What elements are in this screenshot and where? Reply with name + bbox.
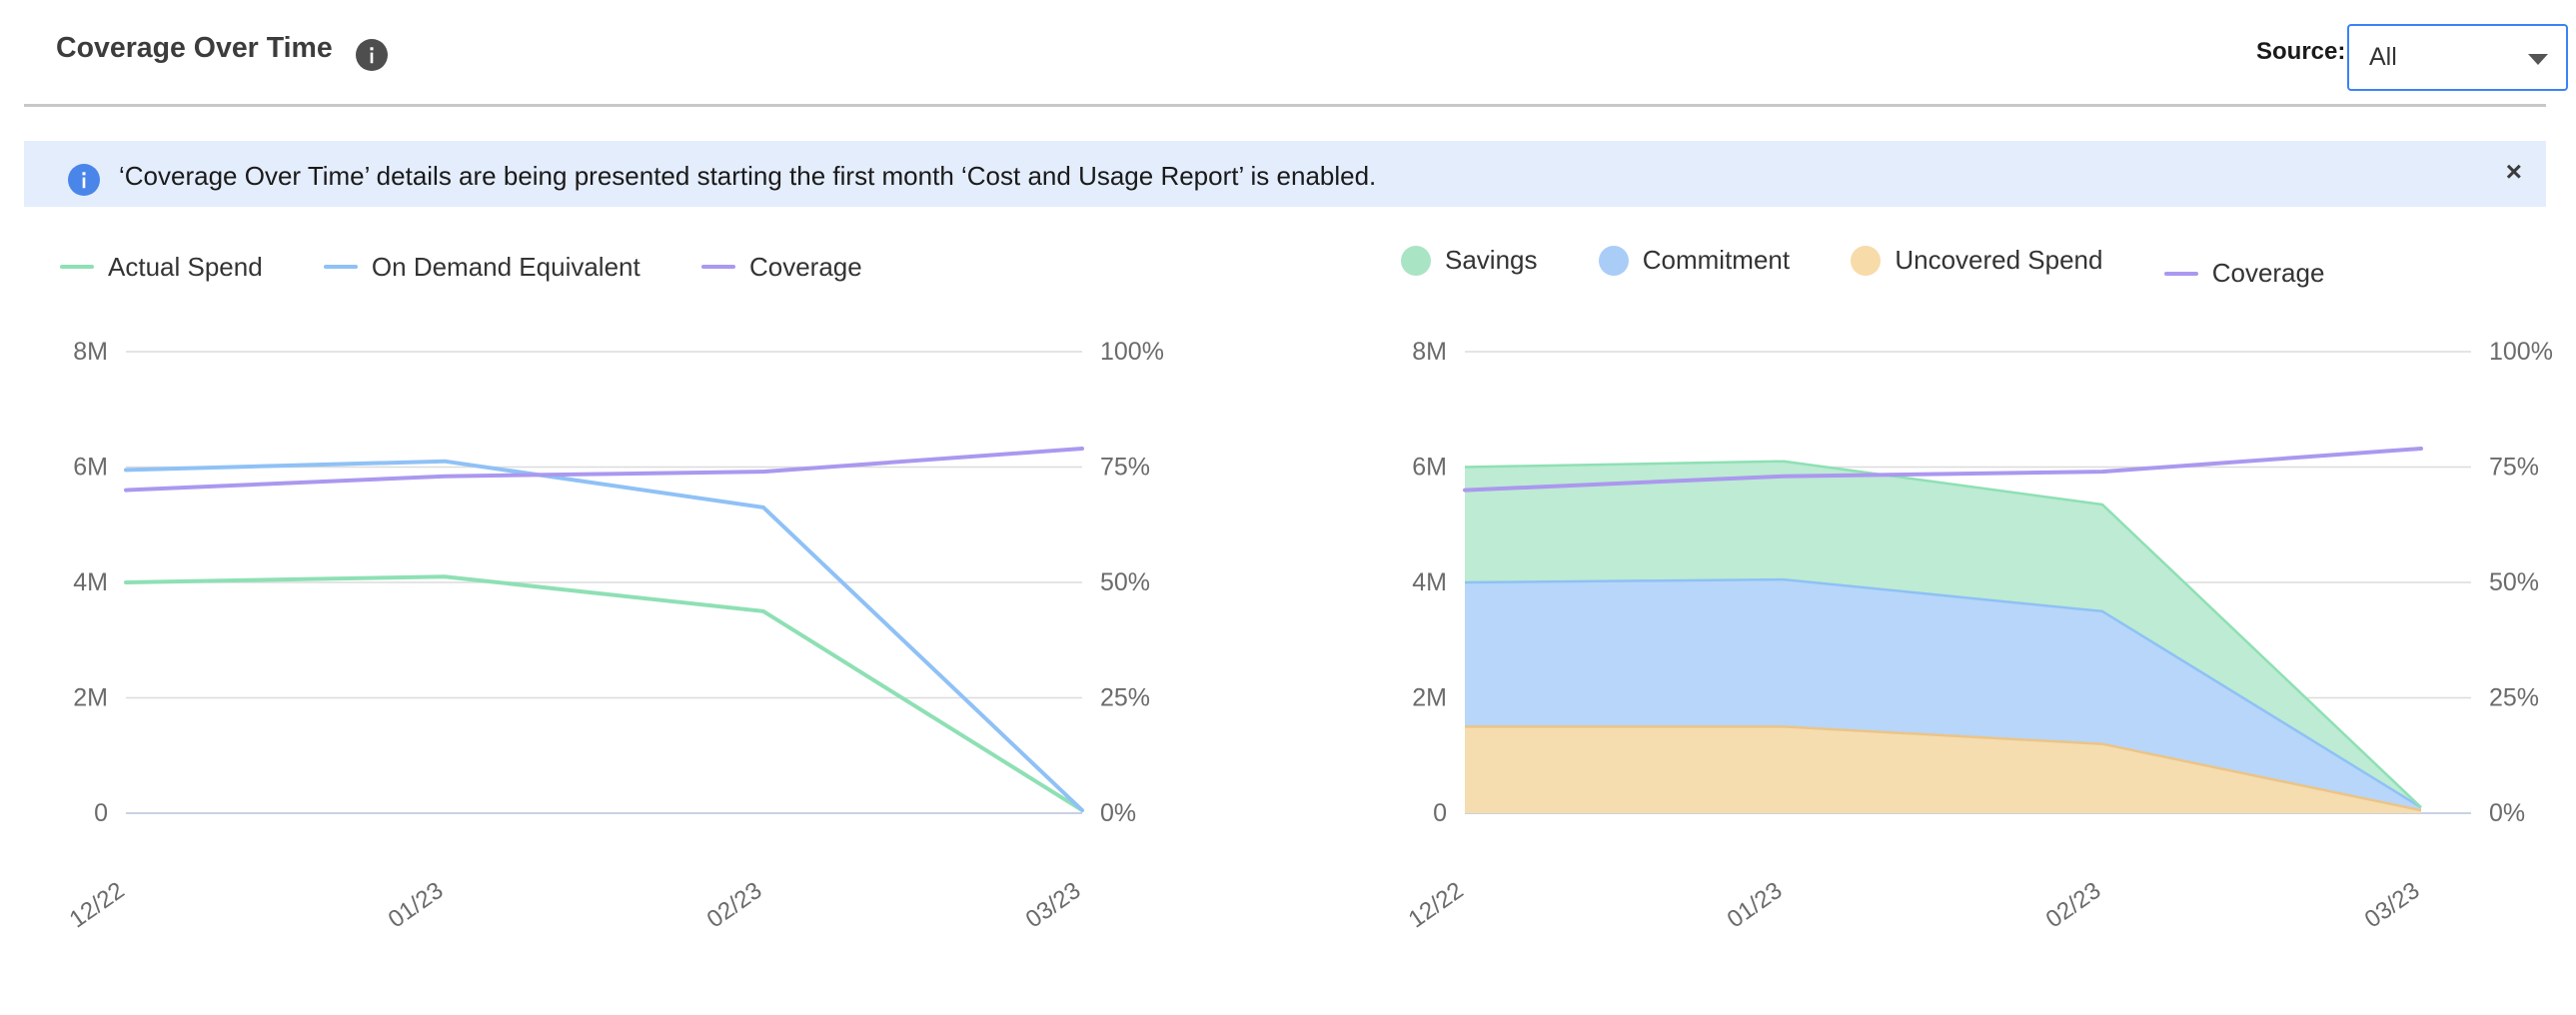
svg-text:4M: 4M — [1412, 568, 1447, 596]
svg-text:0%: 0% — [2489, 799, 2525, 827]
svg-text:4M: 4M — [73, 568, 108, 596]
svg-text:12/22: 12/22 — [65, 877, 130, 934]
svg-text:01/23: 01/23 — [1723, 877, 1788, 934]
svg-text:0: 0 — [1433, 799, 1447, 827]
svg-text:100%: 100% — [1100, 338, 1164, 366]
svg-text:0%: 0% — [1100, 799, 1136, 827]
svg-text:100%: 100% — [2489, 338, 2553, 366]
svg-text:2M: 2M — [1412, 684, 1447, 712]
svg-text:01/23: 01/23 — [384, 877, 449, 934]
svg-text:6M: 6M — [73, 454, 108, 482]
svg-text:6M: 6M — [1412, 454, 1447, 482]
svg-text:75%: 75% — [2489, 454, 2539, 482]
svg-text:03/23: 03/23 — [1021, 877, 1086, 934]
svg-text:2M: 2M — [73, 684, 108, 712]
svg-text:50%: 50% — [2489, 568, 2539, 596]
svg-text:0: 0 — [94, 799, 108, 827]
svg-text:25%: 25% — [1100, 684, 1150, 712]
svg-text:02/23: 02/23 — [702, 877, 767, 934]
svg-text:75%: 75% — [1100, 454, 1150, 482]
svg-text:8M: 8M — [73, 338, 108, 366]
svg-text:8M: 8M — [1412, 338, 1447, 366]
svg-text:50%: 50% — [1100, 568, 1150, 596]
svg-text:03/23: 03/23 — [2360, 877, 2425, 934]
svg-text:25%: 25% — [2489, 684, 2539, 712]
svg-text:02/23: 02/23 — [2041, 877, 2106, 934]
svg-text:12/22: 12/22 — [1404, 877, 1469, 934]
